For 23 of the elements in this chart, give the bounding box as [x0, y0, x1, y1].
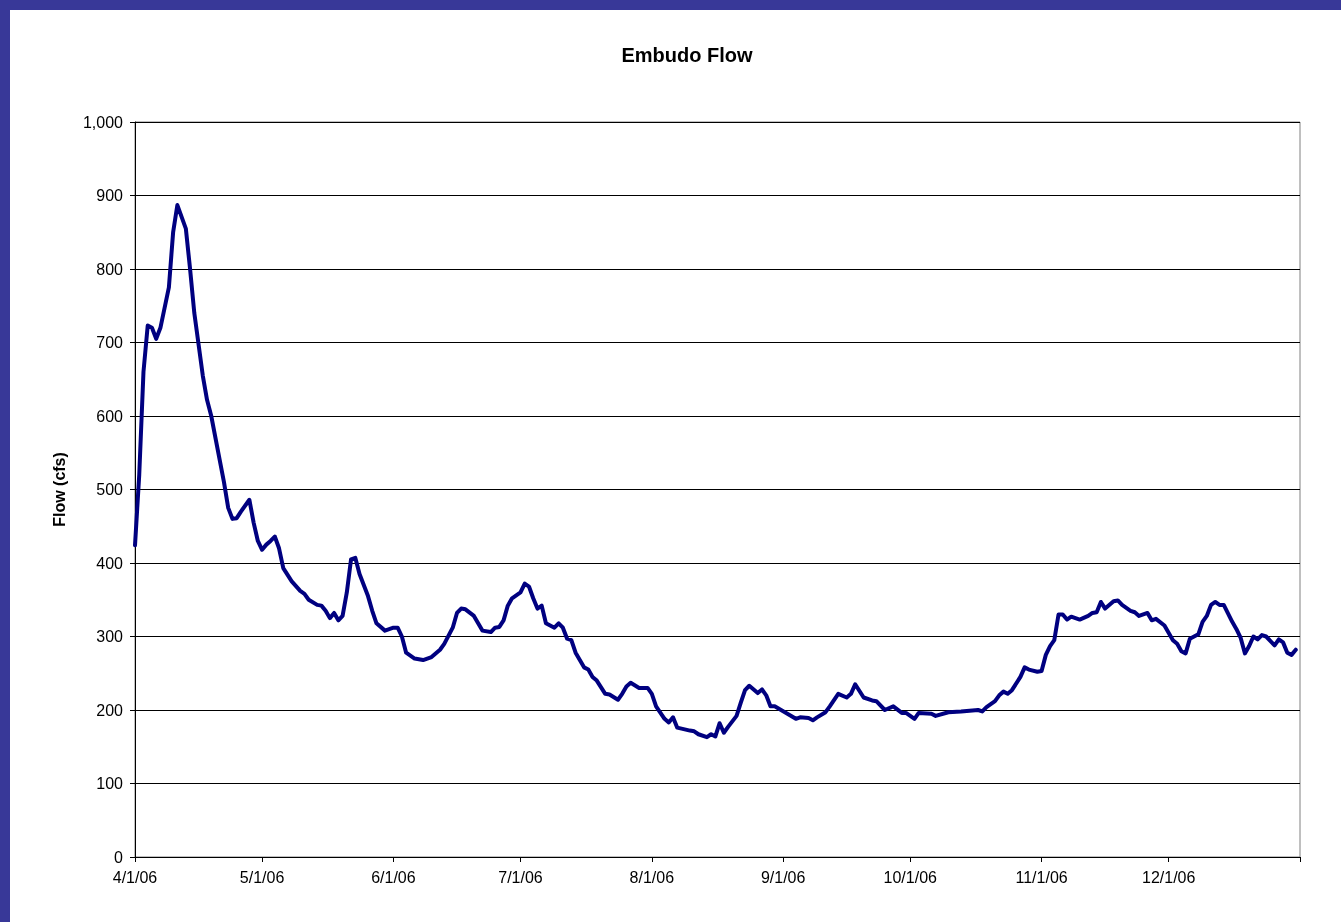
y-axis-title: Flow (cfs)	[50, 452, 68, 527]
x-tick-label: 12/1/06	[1141, 868, 1196, 886]
y-tick-label: 400	[96, 554, 124, 572]
y-tick-label: 0	[114, 848, 124, 866]
line-series	[133, 203, 1298, 740]
x-tick-label: 4/1/06	[112, 868, 158, 886]
y-tick-label: 600	[96, 407, 124, 425]
y-tick-label: 500	[96, 481, 124, 498]
x-tick-label: 9/1/06	[760, 868, 806, 886]
x-tick-label: 11/1/06	[1015, 868, 1068, 886]
y-tick-label: 100	[96, 775, 124, 792]
y-tick-label: 900	[96, 187, 124, 204]
x-tick-label: 6/1/06	[371, 868, 416, 886]
chart-title: Embudo Flow	[621, 44, 753, 66]
y-tick-label: 700	[96, 334, 124, 351]
x-tick-label: 7/1/06	[498, 868, 543, 886]
x-tick-label: 10/1/06	[883, 868, 938, 886]
y-tick-label: 200	[96, 701, 124, 719]
y-tick-label: 300	[96, 628, 124, 645]
x-tick-label: 8/1/06	[629, 868, 675, 886]
x-tick-label: 5/1/06	[239, 868, 285, 886]
y-tick-label: 800	[96, 260, 124, 278]
y-tick-label: 1,000	[82, 113, 124, 131]
